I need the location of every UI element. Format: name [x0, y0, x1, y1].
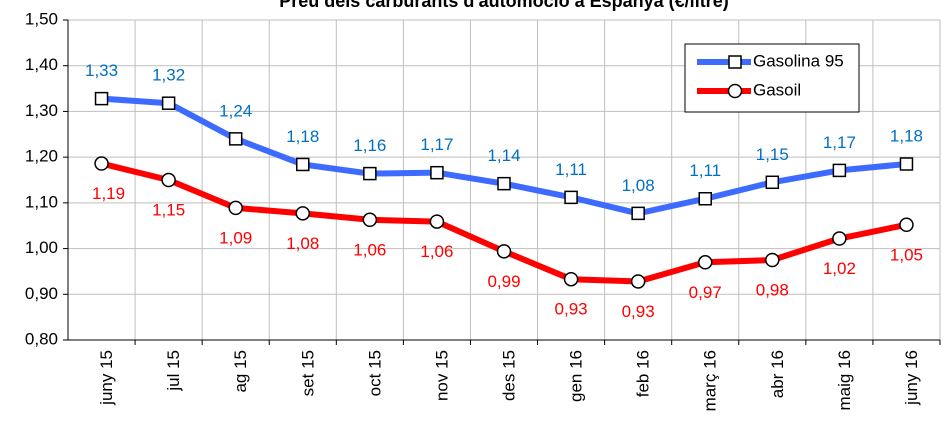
- marker: [228, 200, 243, 216]
- x-tick-label: feb 16: [634, 350, 653, 397]
- marker: [631, 206, 645, 221]
- marker: [496, 244, 512, 259]
- marker: [161, 172, 176, 188]
- marker: [765, 175, 780, 190]
- x-tick-label: abr 16: [768, 350, 787, 398]
- x-tick-label: des 15: [499, 350, 518, 401]
- y-tick-label: 1,30: [25, 101, 58, 120]
- data-label: 1,06: [420, 242, 453, 261]
- y-tick-label: 1,00: [25, 238, 58, 257]
- marker: [765, 252, 780, 268]
- data-label: 1,15: [756, 145, 789, 164]
- data-label: 1,11: [689, 161, 721, 180]
- marker: [563, 271, 579, 287]
- marker: [363, 166, 377, 181]
- x-tick-label: gen 16: [567, 350, 586, 402]
- y-tick-label: 1,20: [25, 147, 58, 166]
- data-label: 1,17: [823, 133, 856, 152]
- x-tick-label: oct 15: [365, 350, 384, 396]
- marker: [94, 156, 109, 171]
- data-label: 1,19: [92, 184, 125, 203]
- x-tick-label: març 16: [701, 350, 720, 411]
- data-label: 1,15: [152, 200, 185, 219]
- x-tick-label: nov 15: [432, 350, 451, 401]
- marker: [727, 83, 743, 99]
- marker: [94, 91, 109, 106]
- y-tick-label: 0,90: [25, 284, 58, 303]
- marker: [630, 274, 646, 289]
- data-label: 1,09: [219, 228, 252, 247]
- data-label: 0,93: [555, 300, 588, 319]
- data-label: 1,11: [555, 160, 587, 179]
- data-label: 0,98: [756, 280, 789, 299]
- x-tick-label: jul 15: [164, 350, 183, 392]
- marker: [698, 191, 712, 206]
- y-tick-label: 1,50: [25, 9, 58, 28]
- data-label: 1,17: [420, 135, 453, 154]
- marker: [497, 176, 511, 191]
- data-label: 1,14: [487, 146, 520, 165]
- data-label: 1,18: [890, 126, 923, 145]
- data-label: 1,08: [286, 234, 319, 253]
- marker: [832, 163, 847, 178]
- data-label: 1,05: [890, 245, 923, 264]
- marker: [832, 231, 847, 246]
- marker: [228, 132, 243, 146]
- data-label: 1,33: [85, 61, 118, 80]
- data-label: 1,32: [152, 66, 185, 85]
- data-label: 1,02: [823, 259, 856, 278]
- chart-title: Preu dels carburants d'automoció a Espan…: [279, 0, 728, 11]
- marker: [899, 217, 914, 233]
- marker: [362, 212, 378, 228]
- data-label: 1,18: [286, 127, 319, 146]
- x-tick-label: maig 16: [835, 350, 854, 410]
- data-label: 0,93: [622, 302, 655, 321]
- y-tick-label: 1,10: [25, 192, 58, 211]
- marker: [430, 165, 444, 180]
- data-label: 1,06: [353, 240, 386, 259]
- data-label: 0,97: [689, 283, 722, 302]
- data-label: 1,24: [219, 101, 252, 120]
- marker: [295, 206, 311, 221]
- legend-label: Gasolina 95: [753, 51, 844, 70]
- y-tick-label: 1,40: [25, 55, 58, 74]
- legend-box: [684, 43, 860, 113]
- data-label: 0,99: [487, 272, 520, 291]
- marker: [564, 190, 578, 205]
- marker: [296, 157, 310, 172]
- marker: [161, 96, 176, 110]
- marker: [899, 157, 914, 171]
- marker: [429, 214, 445, 229]
- data-label: 1,16: [353, 136, 386, 155]
- x-tick-label: ag 15: [231, 350, 250, 393]
- x-tick-label: set 15: [298, 350, 317, 396]
- x-tick-label: juny 16: [902, 350, 921, 406]
- y-tick-label: 0,80: [25, 329, 58, 348]
- marker: [697, 255, 713, 270]
- legend-label: Gasoil: [753, 80, 801, 99]
- marker: [728, 55, 742, 69]
- data-label: 1,08: [622, 176, 655, 195]
- x-tick-label: juny 15: [97, 350, 116, 406]
